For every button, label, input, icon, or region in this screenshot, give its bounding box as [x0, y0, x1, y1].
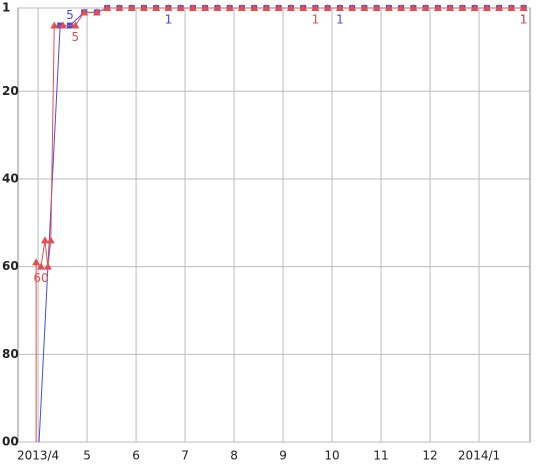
marker — [92, 8, 101, 16]
marker — [127, 4, 136, 11]
x-tick-label: 2013/4 — [17, 449, 59, 463]
data-label: 5 — [72, 30, 80, 44]
marker — [213, 4, 222, 11]
marker — [46, 236, 55, 244]
x-tick-label: 11 — [373, 449, 388, 463]
marker — [225, 4, 234, 11]
series-line — [35, 7, 524, 442]
plot-area — [17, 7, 531, 443]
y-tick-label: 1 — [2, 1, 10, 15]
marker — [43, 262, 52, 270]
data-label: 1 — [520, 13, 528, 27]
data-label: 1 — [336, 13, 344, 27]
marker — [40, 236, 49, 244]
marker — [50, 21, 59, 29]
x-tick-label: 8 — [230, 449, 238, 463]
marker — [59, 21, 68, 29]
marker — [139, 4, 148, 11]
marker — [115, 4, 124, 11]
marker — [409, 4, 418, 11]
marker — [201, 4, 210, 11]
marker — [519, 4, 528, 11]
y-tick-label: 20 — [2, 84, 19, 98]
marker — [32, 258, 41, 266]
marker — [323, 4, 332, 11]
marker — [311, 4, 320, 11]
marker — [262, 4, 271, 11]
data-label: 5 — [66, 8, 74, 22]
marker — [176, 4, 185, 11]
marker — [71, 21, 80, 29]
marker — [188, 4, 197, 11]
y-tick-label: 60 — [2, 259, 19, 273]
marker — [335, 4, 344, 11]
marker — [164, 4, 173, 11]
marker — [237, 4, 246, 11]
marker — [152, 4, 161, 11]
marker — [446, 4, 455, 11]
x-tick-label: 12 — [422, 449, 437, 463]
x-tick-label: 6 — [132, 449, 140, 463]
data-label: 60 — [33, 271, 48, 285]
x-tick-label: 2014/1 — [458, 449, 500, 463]
y-tick-label: 40 — [2, 171, 19, 185]
marker — [482, 4, 491, 11]
marker — [360, 4, 369, 11]
marker — [274, 4, 283, 11]
marker — [372, 4, 381, 11]
marker — [384, 4, 393, 11]
x-tick-label: 10 — [324, 449, 339, 463]
marker — [470, 4, 479, 11]
data-label: 1 — [165, 13, 173, 27]
marker — [421, 4, 430, 11]
x-tick-label: 9 — [279, 449, 287, 463]
marker — [286, 4, 295, 11]
marker — [37, 262, 46, 270]
marker — [495, 4, 504, 11]
marker — [103, 4, 112, 11]
x-tick-label: 5 — [83, 449, 91, 463]
y-tick-label: 00 — [2, 435, 19, 449]
marker — [80, 8, 89, 16]
marker — [250, 4, 259, 11]
x-tick-label: 7 — [181, 449, 189, 463]
data-label: 1 — [520, 13, 528, 27]
y-tick-label: 80 — [2, 347, 19, 361]
marker — [348, 4, 357, 11]
marker — [433, 4, 442, 11]
marker — [397, 4, 406, 11]
marker — [458, 4, 467, 11]
data-label: 1 — [312, 13, 320, 27]
marker — [507, 4, 516, 11]
marker — [299, 4, 308, 11]
